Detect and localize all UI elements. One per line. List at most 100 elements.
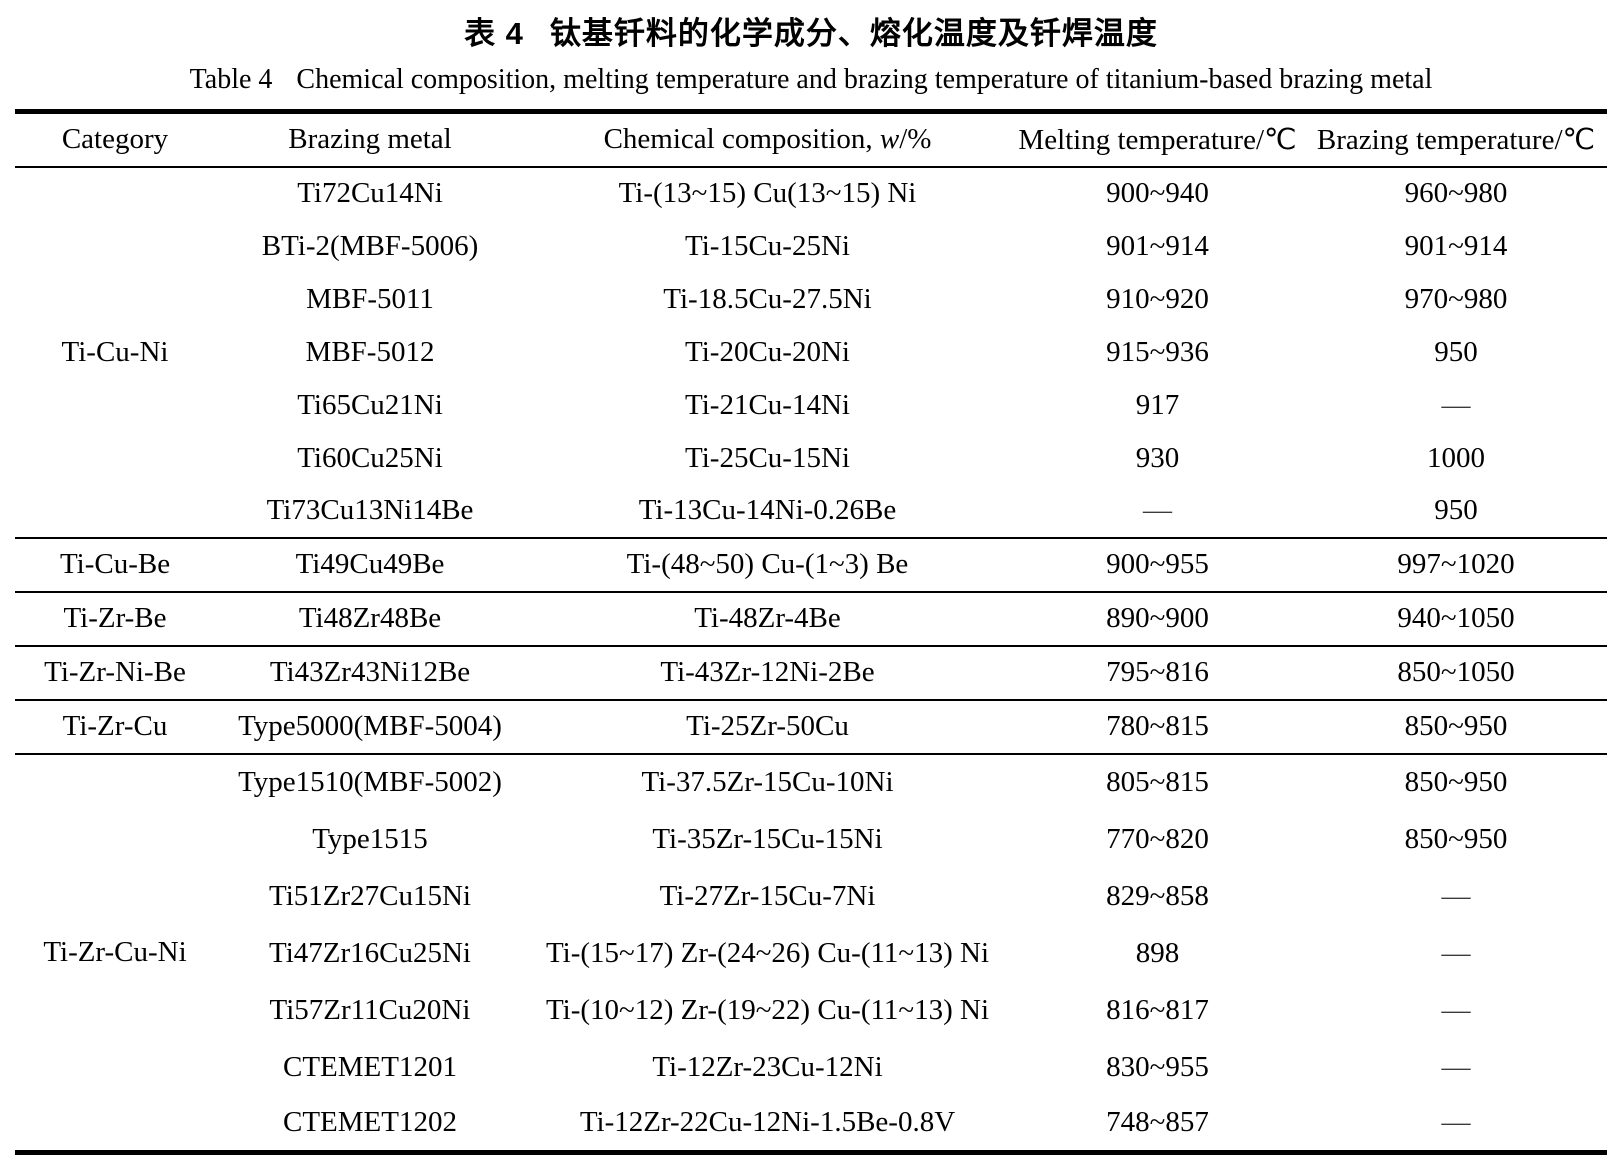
melting-temperature-cell: 816~817	[1106, 993, 1209, 1026]
chemical-composition-cell: Ti-25Zr-50Cu	[686, 710, 849, 742]
brazing-temperature-cell: —	[1441, 993, 1471, 1026]
brazing-metal-cell: Ti43Zr43Ni12Be	[269, 656, 471, 688]
chemical-composition-cell: Ti-13Cu-14Ni-0.26Be	[638, 494, 897, 526]
table-number-chinese: 表 4	[464, 16, 524, 51]
category-cell: Ti-Zr-Ni-Be	[44, 656, 186, 688]
brazing-temperature-cell: 901~914	[1404, 229, 1508, 262]
category-cell: Ti-Zr-Cu	[62, 710, 168, 742]
melting-temperature-cell: 900~940	[1106, 177, 1209, 209]
brazing-temperature-cell: 950	[1434, 335, 1478, 368]
table-row: Ti-Zr-Cu-Ni Type1510(MBF-5002) Ti-37.5Zr-1…	[15, 754, 1607, 968]
brazing-metal-cell: Type5000(MBF-5004)	[238, 710, 502, 742]
brazing-metal-cell: Ti48Zr48Be	[298, 602, 442, 634]
table-row: Ti60Cu25Ni Ti-25Cu-15Ni 930 1000	[15, 432, 1607, 485]
brazing-metal-cell: Type1515	[312, 822, 428, 855]
melting-temperature-cell: 805~815	[1106, 766, 1209, 798]
brazing-temperature-cell: —	[1441, 936, 1471, 969]
brazing-metal-cell: Ti49Cu49Be	[295, 548, 445, 580]
table-row: Ti-Zr-Ni-Be Ti43Zr43Ni12Be Ti-43Zr-12Ni-2B…	[15, 646, 1607, 700]
table-row: MBF-5011 Ti-18.5Cu-27.5Ni 910~920 970~980	[15, 273, 1607, 326]
table-row: Ti57Zr11Cu20Ni Ti-(10~12) Zr-(19~22) Cu-(…	[15, 982, 1607, 1039]
group-Ti-Zr-Ni-Be: Ti-Zr-Ni-Be Ti43Zr43Ni12Be Ti-43Zr-12Ni-2B…	[15, 646, 1607, 700]
brazing-metal-cell: CTEMET1201	[283, 1050, 457, 1083]
chemical-composition-cell: Ti-(10~12) Zr-(19~22) Cu-(11~13) Ni	[545, 993, 990, 1026]
melting-temperature-cell: —	[1143, 494, 1172, 526]
chemical-composition-cell: Ti-20Cu-20Ni	[685, 335, 850, 368]
brazing-temperature-cell: —	[1441, 1106, 1471, 1139]
chemical-composition-cell: Ti-35Zr-15Cu-15Ni	[652, 822, 883, 855]
melting-temperature-cell: 795~816	[1106, 656, 1209, 688]
brazing-temperature-cell: 1000	[1427, 441, 1485, 474]
melting-temperature-cell: 770~820	[1106, 822, 1209, 855]
brazing-metal-cell: Ti65Cu21Ni	[297, 388, 443, 421]
group-Ti-Zr-Cu: Ti-Zr-Cu Type5000(MBF-5004) Ti-25Zr-50Cu 78…	[15, 700, 1607, 754]
group-Ti-Cu-Be: Ti-Cu-Be Ti49Cu49Be Ti-(48~50) Cu-(1~3) Be…	[15, 538, 1607, 592]
brazing-temperature-cell: 850~950	[1404, 766, 1508, 798]
table-number-english: Table 4	[189, 64, 273, 95]
chemical-composition-cell: Ti-15Cu-25Ni	[685, 229, 850, 262]
table-title-chinese: 表 4 钛基钎料的化学成分、熔化温度及钎焊温度	[15, 0, 1607, 53]
chemical-composition-cell: Ti-21Cu-14Ni	[685, 388, 850, 421]
brazing-metal-cell: Ti60Cu25Ni	[297, 441, 443, 474]
chemical-composition-cell: Ti-25Cu-15Ni	[685, 441, 850, 474]
brazing-temperature-cell: 997~1020	[1397, 548, 1515, 580]
brazing-metal-cell: Ti51Zr27Cu15Ni	[269, 879, 471, 912]
mass-fraction-symbol: w	[879, 123, 900, 156]
melting-temperature-cell: 748~857	[1106, 1106, 1209, 1139]
melting-temperature-cell: 901~914	[1106, 229, 1209, 262]
chemical-composition-cell: Ti-18.5Cu-27.5Ni	[663, 282, 872, 315]
col-header-chemical-composition: Chemical composition, w/%	[525, 112, 1010, 167]
table-title-english: Table 4 Chemical composition, melting tem…	[15, 64, 1607, 96]
brazing-metal-cell: MBF-5012	[305, 335, 435, 368]
table-row: Ti51Zr27Cu15Ni Ti-27Zr-15Cu-7Ni 829~858 —	[15, 868, 1607, 925]
table-row: CTEMET1202 Ti-12Zr-22Cu-12Ni-1.5Be-0.8V 74…	[15, 1096, 1607, 1153]
table-caption-chinese: 钛基钎料的化学成分、熔化温度及钎焊温度	[549, 16, 1158, 51]
brazing-metal-cell: Ti57Zr11Cu20Ni	[269, 993, 471, 1026]
brazing-metal-cell: Ti72Cu14Ni	[297, 177, 443, 209]
col-header-category: Category	[61, 123, 169, 156]
table-row: Ti47Zr16Cu25Ni Ti-(15~17) Zr-(24~26) Cu-(…	[15, 925, 1607, 982]
brazing-temperature-cell: 850~1050	[1397, 656, 1515, 688]
col-header-melting-temperature: Melting temperature/℃	[1018, 124, 1297, 157]
brazing-metal-cell: Ti47Zr16Cu25Ni	[269, 936, 471, 969]
category-cell: Ti-Cu-Ni	[61, 335, 169, 368]
chemical-composition-cell: Ti-12Zr-22Cu-12Ni-1.5Be-0.8V	[579, 1106, 956, 1139]
melting-temperature-cell: 917	[1135, 388, 1180, 421]
category-cell: Ti-Zr-Cu-Ni	[43, 935, 187, 968]
brazing-temperature-cell: 850~950	[1404, 710, 1508, 742]
chemical-composition-cell: Ti-48Zr-4Be	[694, 602, 841, 634]
table-row: Ti73Cu13Ni14Be Ti-13Cu-14Ni-0.26Be — 950	[15, 485, 1607, 538]
brazing-temperature-cell: 970~980	[1404, 282, 1508, 315]
brazing-metal-cell: Ti73Cu13Ni14Be	[266, 494, 474, 526]
chemical-composition-cell: Ti-43Zr-12Ni-2Be	[660, 656, 875, 688]
table-row: Ti65Cu21Ni Ti-21Cu-14Ni 917 —	[15, 379, 1607, 432]
melting-temperature-cell: 830~955	[1106, 1050, 1209, 1083]
table-row: Ti-Cu-Ni Ti72Cu14Ni Ti-(13~15) Cu(13~15) N…	[15, 167, 1607, 368]
chemical-composition-cell: Ti-12Zr-23Cu-12Ni	[652, 1050, 883, 1083]
brazing-metal-cell: BTi-2(MBF-5006)	[261, 229, 479, 262]
chemical-composition-cell: Ti-(13~15) Cu(13~15) Ni	[618, 177, 917, 209]
brazing-metal-table: Category Brazing metal Chemical composit…	[15, 109, 1607, 1155]
category-cell: Ti-Cu-Be	[59, 548, 171, 580]
chemical-composition-cell: Ti-27Zr-15Cu-7Ni	[659, 879, 876, 912]
chemical-composition-cell: Ti-(48~50) Cu-(1~3) Be	[626, 548, 909, 580]
category-cell: Ti-Zr-Be	[63, 602, 167, 634]
table-header-row: Category Brazing metal Chemical composit…	[15, 112, 1607, 167]
brazing-temperature-cell: 960~980	[1404, 177, 1508, 209]
col-header-brazing-metal: Brazing metal	[288, 123, 452, 156]
brazing-temperature-cell: 850~950	[1404, 822, 1508, 855]
brazing-temperature-cell: —	[1441, 1050, 1471, 1083]
chemical-header-unit: /%	[899, 123, 932, 156]
melting-temperature-cell: 910~920	[1106, 282, 1209, 315]
col-header-brazing-temperature: Brazing temperature/℃	[1316, 124, 1596, 157]
brazing-metal-cell: MBF-5011	[306, 282, 434, 315]
melting-temperature-cell: 930	[1135, 441, 1180, 474]
group-Ti-Cu-Ni: Ti-Cu-Ni Ti72Cu14Ni Ti-(13~15) Cu(13~15) N…	[15, 167, 1607, 538]
group-Ti-Zr-Cu-Ni: Ti-Zr-Cu-Ni Type1510(MBF-5002) Ti-37.5Zr-1…	[15, 754, 1607, 1153]
table-row: Ti-Cu-Be Ti49Cu49Be Ti-(48~50) Cu-(1~3) Be…	[15, 538, 1607, 592]
group-Ti-Zr-Be: Ti-Zr-Be Ti48Zr48Be Ti-48Zr-4Be 890~900 940~…	[15, 592, 1607, 646]
chemical-composition-cell: Ti-(15~17) Zr-(24~26) Cu-(11~13) Ni	[545, 936, 990, 969]
table-caption-english: Chemical composition, melting temperatur…	[296, 64, 1433, 95]
brazing-temperature-cell: 940~1050	[1397, 602, 1515, 634]
chemical-composition-cell: Ti-37.5Zr-15Cu-10Ni	[641, 766, 894, 798]
